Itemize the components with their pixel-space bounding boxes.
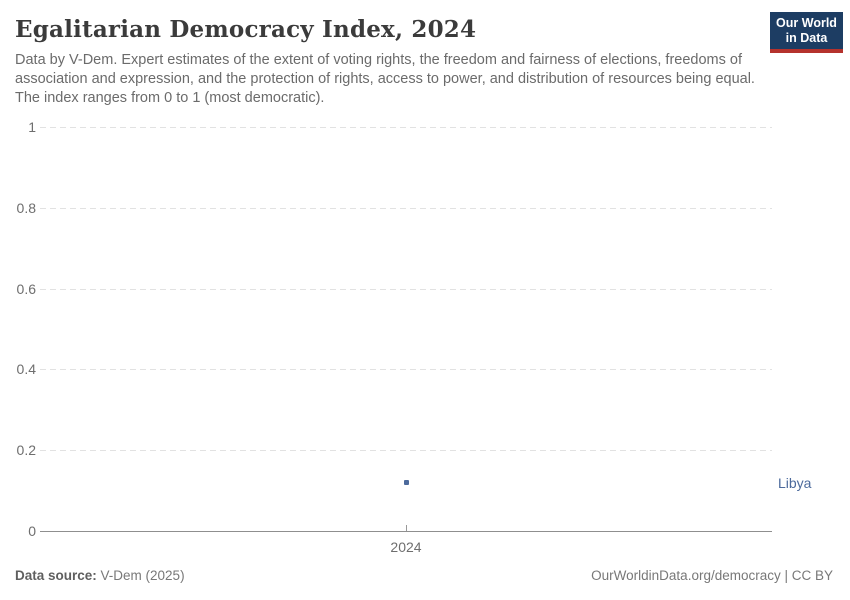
gridline [40,450,772,452]
x-axis-line [40,531,772,532]
y-axis-tick-label: 1 [28,119,36,135]
owid-logo-line1: Our World [776,16,837,30]
owid-logo[interactable]: Our World in Data [770,12,843,53]
chart-header: Egalitarian Democracy Index, 2024 Data b… [15,16,760,108]
gridline [40,288,772,290]
y-axis-tick-label: 0.4 [16,361,36,378]
data-source-note: Data source: V-Dem (2025) [15,568,185,583]
y-axis-tick-label: 0 [28,523,36,539]
page-title: Egalitarian Democracy Index, 2024 [15,16,477,43]
data-point[interactable] [403,480,409,486]
owid-logo-line2: in Data [785,31,828,45]
owid-logo-text: Our World in Data [770,12,843,49]
entity-label[interactable]: Libya [778,474,812,491]
chart-footer: Data source: V-Dem (2025) OurWorldinData… [15,568,833,583]
y-axis-tick-label: 0.2 [16,442,36,459]
gridline [40,369,772,371]
credit-link[interactable]: OurWorldinData.org/democracy | CC BY [591,568,833,583]
x-axis-tick-label: 2024 [390,539,422,555]
chart-subtitle: Data by V-Dem. Expert estimates of the e… [15,52,755,106]
owid-logo-red-bar [770,49,843,53]
y-axis-tick-label: 0.6 [16,280,36,297]
y-axis-tick-label: 0.8 [16,199,36,216]
x-axis-tick [406,525,407,531]
data-source-label: Data source: [15,568,97,583]
gridline [40,127,772,128]
data-source-value: V-Dem (2025) [96,568,185,583]
gridline [40,207,772,209]
